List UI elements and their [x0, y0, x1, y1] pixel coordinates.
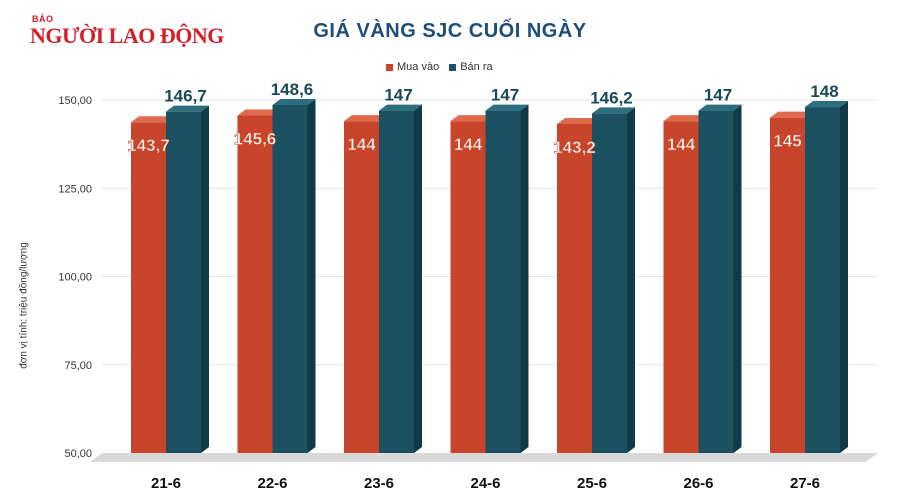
bar-sell-top	[485, 104, 529, 111]
bar-sell-side	[307, 98, 316, 453]
legend-swatch-sell	[449, 63, 457, 71]
x-tick-label: 27-6	[790, 475, 820, 492]
bar-sell-top	[272, 98, 316, 105]
x-tick-label: 24-6	[470, 475, 500, 492]
bar-sell-side	[840, 101, 848, 453]
bar-sell-side	[520, 104, 529, 453]
bar-sell	[166, 111, 201, 454]
data-label-buy: 143,2	[553, 138, 596, 157]
bar-sell-top	[698, 104, 742, 111]
bar-sell	[592, 113, 627, 453]
bar-buy-top	[557, 118, 600, 125]
data-label-sell: 146,7	[164, 87, 207, 106]
chart-title: GIÁ VÀNG SJC CUỐI NGÀY	[313, 20, 587, 42]
bar-sell-top	[166, 105, 209, 112]
data-label-sell: 147	[704, 86, 732, 105]
x-tick-label: 22-6	[257, 475, 287, 492]
bar-buy	[131, 122, 166, 453]
bar-buy	[770, 117, 805, 454]
bar-sell-side	[201, 105, 209, 454]
bar-sell-top	[805, 101, 848, 108]
bar-buy	[237, 115, 273, 454]
bar-buy-top	[131, 116, 174, 123]
bar-buy-top	[663, 115, 707, 122]
chart-floor	[90, 453, 878, 462]
legend-item-sell: Bán ra	[449, 61, 493, 73]
legend-label-sell: Bán ra	[460, 61, 493, 73]
y-tick-label: 125,00	[58, 183, 92, 195]
legend-item-buy: Mua vào	[386, 61, 439, 73]
y-tick-label: 75,00	[64, 360, 92, 372]
data-label-buy: 145,6	[234, 130, 277, 149]
data-label-sell: 148	[810, 82, 838, 101]
bar-sell	[805, 107, 840, 453]
data-label-buy: 144	[454, 135, 483, 154]
data-label-buy: 143,7	[127, 136, 170, 155]
bar-sell-top	[379, 104, 422, 111]
bar-buy-top	[344, 115, 387, 122]
x-tick-label: 25-6	[577, 475, 607, 492]
data-label-sell: 148,6	[271, 80, 314, 99]
x-tick-label: 23-6	[364, 475, 394, 492]
bar-sell-side	[733, 104, 742, 453]
bar-buy	[663, 121, 699, 454]
data-label-sell: 147	[384, 86, 412, 105]
data-label-buy: 144	[347, 135, 376, 154]
data-label-buy: 145	[773, 132, 801, 151]
y-tick-label: 150,00	[58, 95, 92, 107]
legend: Mua vào Bán ra	[386, 61, 493, 73]
bar-buy-top	[450, 115, 494, 122]
legend-swatch-buy	[386, 63, 393, 71]
data-label-sell: 146,2	[590, 88, 633, 107]
y-tick-label: 100,00	[58, 272, 92, 284]
bar-buy	[344, 121, 379, 454]
bar-buy-top	[770, 111, 813, 118]
newspaper-logo: BÁO NGƯỜI LAO ĐỘNG	[30, 14, 224, 56]
data-label-buy: 144	[667, 135, 696, 154]
bar-sell	[379, 110, 414, 453]
bar-sell-top	[592, 107, 635, 114]
bar-sell-side	[414, 104, 422, 453]
x-tick-label: 21-6	[151, 475, 181, 492]
logo-small-text: BÁO	[32, 14, 54, 24]
legend-label-buy: Mua vào	[397, 61, 440, 73]
bar-sell	[698, 110, 734, 453]
bar-sell	[272, 104, 308, 453]
data-label-sell: 147	[491, 86, 519, 105]
x-tick-label: 26-6	[683, 475, 713, 492]
bar-sell	[485, 110, 521, 453]
logo-main-text: NGƯỜI LAO ĐỘNG	[30, 23, 224, 48]
bar-buy	[557, 124, 592, 453]
bar-buy	[450, 121, 486, 454]
y-tick-label: 50,00	[64, 448, 92, 460]
bar-buy-top	[237, 109, 281, 116]
bar-sell-side	[627, 107, 635, 453]
